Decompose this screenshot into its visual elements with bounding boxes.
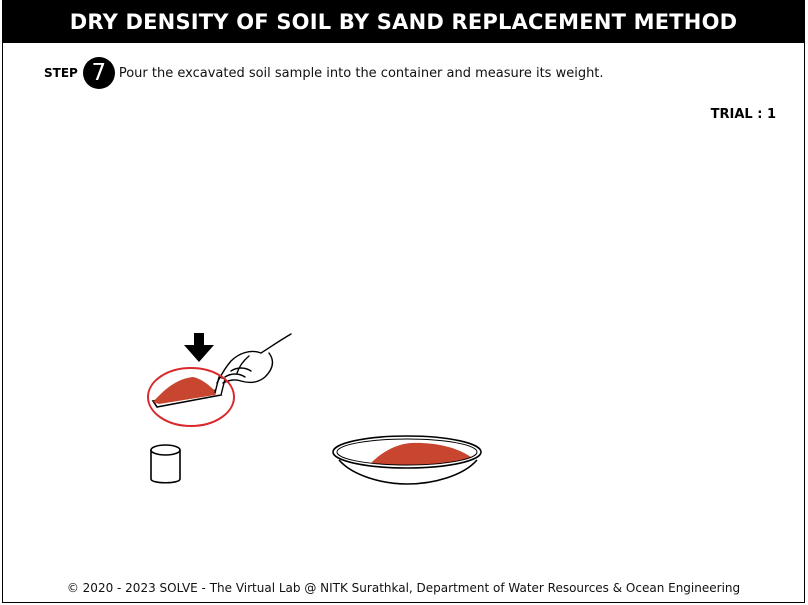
step-text: Pour the excavated soil sample into the …	[118, 65, 604, 81]
highlight-ring	[147, 367, 235, 427]
page-title: DRY DENSITY OF SOIL BY SAND REPLACEMENT …	[3, 1, 804, 43]
soil-tray[interactable]	[332, 435, 482, 485]
step-instruction: STEP 7 Pour the excavated soil sample in…	[44, 57, 604, 89]
footer-credit: © 2020 - 2023 SOLVE - The Virtual Lab @ …	[66, 581, 741, 595]
hand-icon	[216, 333, 292, 384]
step-label: STEP	[44, 66, 78, 80]
container-icon[interactable]	[150, 444, 181, 484]
experiment-scene	[147, 333, 482, 485]
scoop-with-soil[interactable]	[151, 376, 226, 408]
down-arrow-icon[interactable]	[184, 333, 214, 362]
trial-indicator: TRIAL : 1	[710, 107, 776, 122]
soil-sample	[153, 377, 217, 404]
step-number-badge: 7	[82, 57, 115, 89]
tray-soil	[371, 442, 471, 465]
